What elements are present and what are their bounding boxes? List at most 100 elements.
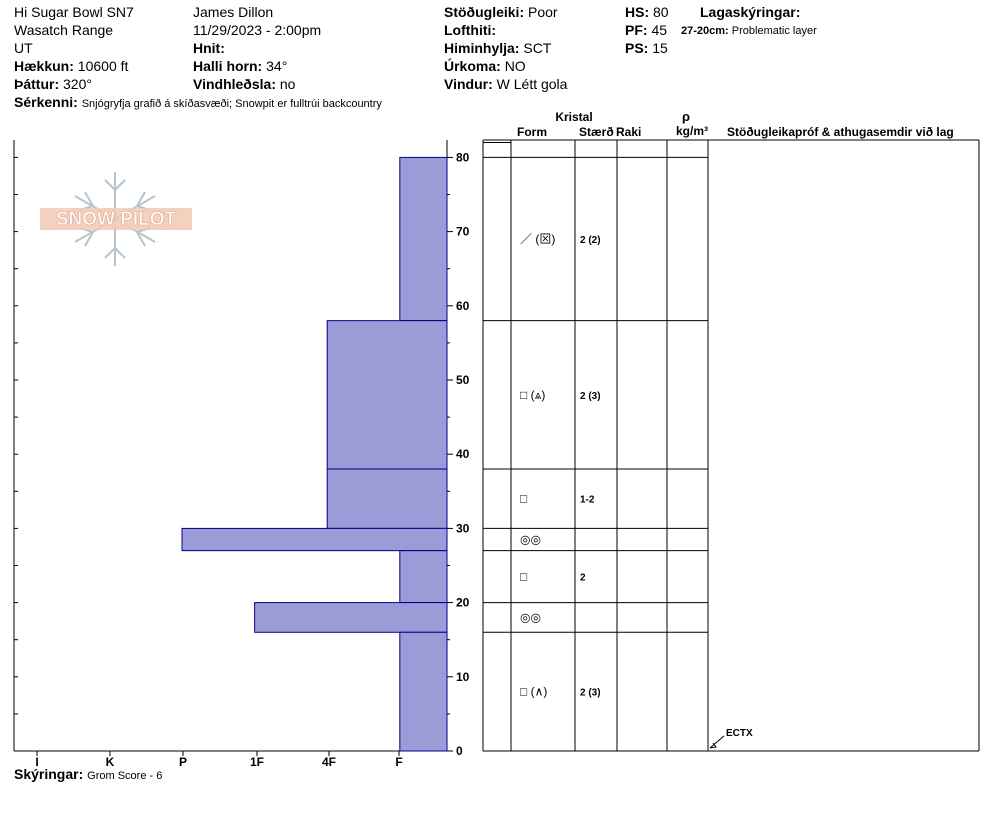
hardness-tick-label: 1F [250, 755, 264, 769]
header-value: James Dillon [193, 4, 274, 20]
header-value: Poor [528, 4, 558, 20]
tests-header: Stöðugleikapróf & athugasemdir við lag [727, 125, 954, 139]
header-value: no [279, 76, 296, 92]
size-header: Stærð [579, 125, 614, 139]
header-row: PF: 45 [625, 21, 669, 39]
features-label: Sérkenni: [14, 94, 78, 110]
crystal-size-label: 2 [580, 573, 586, 584]
depth-tick-label: 80 [456, 150, 470, 164]
features-line: Sérkenni: Snjógryfja grafið á skíðasvæði… [14, 93, 382, 113]
header-label: PF: [625, 22, 648, 38]
header-value: 34° [266, 58, 288, 74]
crystal-form-symbol: □ (∧) [520, 685, 547, 699]
depth-tick-label: 10 [456, 670, 470, 684]
hardness-tick-label: P [179, 755, 187, 769]
hardness-bar [399, 156, 448, 322]
header-col-4: HS: 80 PF: 45 PS: 15 [625, 3, 669, 57]
legend-range: 27-20cm: [681, 25, 729, 37]
layer-legend-entry: 27-20cm: Problematic layer [681, 22, 817, 40]
notes-line: Skýringar: Grom Score - 6 [14, 765, 162, 785]
header-row: HS: 80 [625, 3, 669, 21]
density-unit: kg/m³ [676, 124, 708, 138]
legend-text: Problematic layer [731, 25, 817, 37]
header-row: Hi Sugar Bowl SN7 [14, 3, 134, 21]
header-label: Úrkoma: [444, 58, 501, 74]
header-row: PS: 15 [625, 39, 669, 57]
test-arrow-head [709, 742, 717, 749]
hardness-bar [399, 550, 448, 604]
header-row: Wasatch Range [14, 21, 134, 39]
depth-tick-label: 30 [456, 521, 470, 535]
notes-text: Grom Score - 6 [87, 770, 163, 782]
test-label: ECTX [726, 728, 753, 739]
header-label: Þáttur: [14, 76, 60, 92]
depth-tick-label: 50 [456, 373, 470, 387]
header-value: Hi Sugar Bowl SN7 [14, 4, 134, 20]
header-label: Halli horn: [193, 58, 263, 74]
crystal-form-symbol: □ [520, 570, 527, 584]
header-value: W Létt gola [496, 76, 568, 92]
hardness-bar [326, 320, 448, 470]
header-col-1: Hi Sugar Bowl SN7 Wasatch Range UT Hækkun… [14, 3, 134, 93]
crystal-size-label: 2 (3) [580, 391, 601, 402]
header-label: Lofthiti: [444, 22, 497, 38]
header-row: Vindhleðsla: no [193, 75, 321, 93]
hardness-tick-label: F [395, 755, 402, 769]
crystal-size-label: 2 (3) [580, 688, 601, 699]
header-row: Himinhylja: SCT [444, 39, 567, 57]
header-value: 15 [652, 40, 668, 56]
hardness-tick-label: 4F [322, 755, 336, 769]
header-value: Wasatch Range [14, 22, 114, 38]
hardness-tick-label: K [106, 755, 115, 769]
header-col-3: Stöðugleiki: Poor Lofthiti: Himinhylja: S… [444, 3, 567, 93]
hardness-bar [326, 468, 448, 529]
header-value: 45 [651, 22, 668, 38]
depth-tick-label: 0 [456, 744, 463, 758]
header-label: Himinhylja: [444, 40, 520, 56]
snowpilot-logo: SNOW PILOT [40, 172, 192, 266]
header-row: 11/29/2023 - 2:00pm [193, 21, 321, 39]
header-value: UT [14, 40, 33, 56]
density-symbol: ρ [682, 109, 690, 124]
crystal-form-symbol: ◎◎ [520, 610, 541, 624]
depth-tick-label: 40 [456, 447, 470, 461]
header-label: PS: [625, 40, 649, 56]
crystal-form-symbol: □ [520, 492, 527, 506]
header-label: Hnit: [193, 40, 225, 56]
depth-tick-label: 20 [456, 596, 470, 610]
crystal-header: Kristal [555, 110, 592, 124]
header-row: Hækkun: 10600 ft [14, 57, 134, 75]
header-label: Hækkun: [14, 58, 74, 74]
header-row: James Dillon [193, 3, 321, 21]
header-row: Halli horn: 34° [193, 57, 321, 75]
hardness-bar [399, 631, 448, 752]
header-label: Vindhleðsla: [193, 76, 276, 92]
header-row: Vindur: W Létt gola [444, 75, 567, 93]
header-value: 11/29/2023 - 2:00pm [193, 22, 322, 38]
header-label: HS: [625, 4, 650, 20]
header-row: Lofthiti: [444, 21, 567, 39]
legend-title: Lagaskýringar: [700, 4, 801, 20]
header-row: Þáttur: 320° [14, 75, 134, 93]
crystal-size-label: 2 (2) [580, 235, 601, 246]
header-value: 80 [653, 4, 669, 20]
features-text: Snjógryfja grafið á skíðasvæði; Snowpit … [81, 98, 382, 110]
header-row: Hnit: [193, 39, 321, 57]
header-row: Stöðugleiki: Poor [444, 3, 567, 21]
crystal-size-label: 1-2 [580, 495, 595, 506]
header-row: UT [14, 39, 134, 57]
header-label: Vindur: [444, 76, 493, 92]
header-row: Úrkoma: NO [444, 57, 567, 75]
header-value: 320° [63, 76, 92, 92]
crystal-form-symbol: □ (⩓) [520, 388, 545, 402]
moisture-header: Raki [616, 125, 641, 139]
depth-tick-label: 60 [456, 299, 470, 313]
hardness-tick-label: I [35, 755, 38, 769]
test-arrow-line [709, 735, 725, 749]
header-value: 10600 ft [77, 58, 129, 74]
header-label: Stöðugleiki: [444, 4, 525, 20]
layer-legend: Lagaskýringar: [700, 3, 800, 21]
logo-text: SNOW PILOT [56, 209, 177, 230]
crystal-form-symbol: ／ (⊠) [520, 232, 555, 246]
